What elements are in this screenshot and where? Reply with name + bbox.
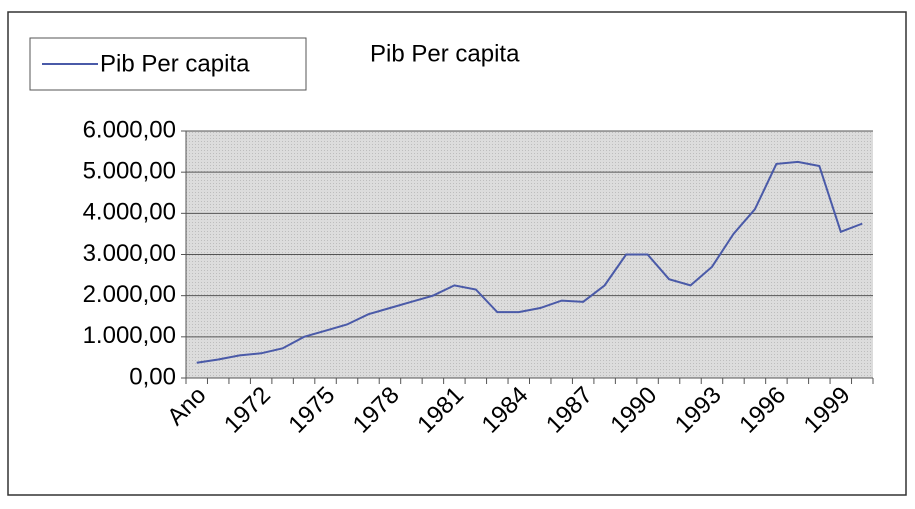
y-tick-label: 2.000,00 — [83, 281, 176, 308]
y-tick-label: 6.000,00 — [83, 116, 176, 143]
y-tick-label: 1.000,00 — [83, 322, 176, 349]
y-tick-label: 5.000,00 — [83, 158, 176, 185]
legend-label: Pib Per capita — [100, 50, 250, 77]
y-tick-label: 0,00 — [129, 363, 176, 390]
data-line — [196, 160, 863, 364]
chart-title: Pib Per capita — [370, 40, 520, 67]
y-tick-label: 4.000,00 — [83, 199, 176, 226]
y-tick-label: 3.000,00 — [83, 240, 176, 267]
